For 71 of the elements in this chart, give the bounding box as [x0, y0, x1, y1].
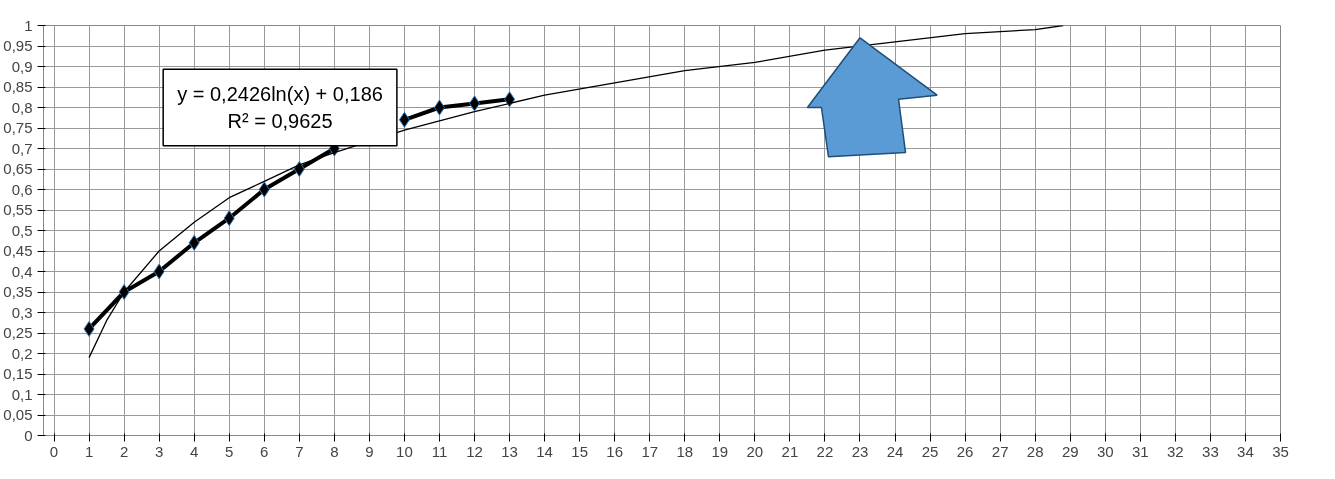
- x-tick-label: 29: [1061, 442, 1079, 460]
- x-tick-label: 6: [260, 442, 269, 460]
- y-tick-label: 0,65: [3, 160, 33, 177]
- point: [504, 91, 516, 108]
- y-tick-label: 0,85: [3, 78, 33, 95]
- y-tick-label: 0,45: [3, 242, 33, 259]
- x-tick-label: 8: [330, 442, 339, 460]
- x-tick-label: 4: [190, 442, 199, 460]
- point: [469, 95, 481, 112]
- x-tick-label: 3: [154, 442, 164, 460]
- line-series: [88, 25, 1064, 359]
- y-tick-label: 0,8: [11, 98, 33, 116]
- x-tick-label: 17: [641, 442, 659, 460]
- x-tick-label: 32: [1167, 442, 1184, 460]
- x-tick-label: 10: [396, 442, 413, 460]
- x-tick-label: 15: [571, 442, 588, 460]
- x-tick-label: 30: [1096, 442, 1114, 460]
- y-tick-label: 0,5: [11, 221, 33, 239]
- y-tick-label: 1: [24, 16, 33, 34]
- point: [153, 263, 165, 280]
- y-tick-label: 0,1: [11, 385, 33, 403]
- annotation: y = 0,2426ln(x) + 0,186: [177, 83, 383, 106]
- x-tick-label: 26: [956, 442, 974, 460]
- y-tick-label: 0,95: [3, 37, 33, 54]
- y-tick-label: 0,2: [11, 344, 33, 362]
- point: [118, 284, 130, 300]
- x-tick-label: 31: [1131, 442, 1149, 460]
- x-tick-label: 35: [1272, 442, 1289, 460]
- y-tick-label: 0,7: [11, 139, 33, 157]
- x-tick-label: 24: [886, 442, 904, 460]
- x-tick-label: 28: [1026, 442, 1044, 460]
- point: [433, 99, 445, 116]
- x-tick-label: 5: [225, 442, 234, 460]
- x-tick-label: 2: [119, 442, 129, 460]
- y-tick-label: 0: [24, 426, 33, 444]
- x-tick-label: 18: [676, 442, 694, 460]
- x-tick-label: 13: [501, 442, 518, 460]
- x-tick-label: 25: [921, 442, 939, 460]
- x-tick-label: 14: [536, 442, 553, 460]
- x-tick-label: 27: [991, 442, 1009, 460]
- x-tick-label: 0: [49, 442, 59, 460]
- y-tick-label: 0,75: [3, 119, 33, 136]
- point: [258, 181, 270, 198]
- point: [188, 234, 200, 251]
- x-tick-label: 16: [606, 442, 624, 460]
- x-tick-label: 7: [295, 442, 304, 460]
- point: [83, 320, 95, 337]
- y-tick-label: 0,55: [3, 201, 33, 218]
- y-tick-label: 0,6: [11, 180, 33, 198]
- point: [223, 210, 235, 227]
- point: [293, 161, 305, 177]
- y-tick-label: 0,9: [11, 57, 33, 75]
- y-tick-label: 0,35: [3, 283, 33, 300]
- x-tick-label: 20: [746, 442, 764, 460]
- y-tick-label: 0,4: [11, 262, 33, 280]
- x-tick-label: 11: [431, 442, 448, 460]
- annotation: R² = 0,9625: [227, 109, 333, 132]
- point: [398, 111, 410, 128]
- y-tick-label: 0,25: [3, 324, 33, 341]
- x-tick-label: 9: [365, 442, 374, 460]
- y-tick-label: 0,05: [3, 406, 33, 423]
- x-tick-label: 33: [1202, 442, 1219, 460]
- y-tick-label: 0,3: [11, 303, 33, 321]
- x-tick-label: 12: [466, 442, 483, 460]
- y-tick-label: 0,15: [3, 365, 33, 382]
- x-tick-label: 19: [711, 442, 729, 460]
- x-tick-label: 34: [1237, 442, 1254, 460]
- x-tick-label: 1: [84, 442, 94, 460]
- x-tick-label: 21: [781, 442, 799, 460]
- x-tick-label: 23: [851, 442, 869, 460]
- x-tick-label: 22: [816, 442, 834, 460]
